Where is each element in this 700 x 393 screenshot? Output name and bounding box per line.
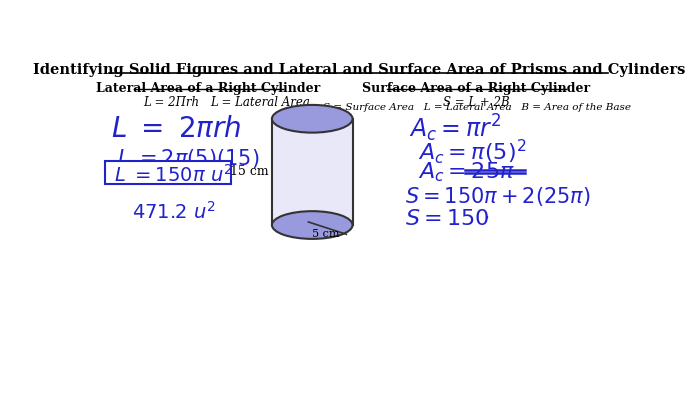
Text: S = L + 2B: S = L + 2B — [443, 95, 510, 109]
Polygon shape — [272, 119, 353, 225]
Text: 5 cm: 5 cm — [312, 229, 340, 239]
Text: Surface Area of a Right Cylinder: Surface Area of a Right Cylinder — [363, 82, 591, 95]
Text: $\it{L}$ $= 150\pi\ u^2$: $\it{L}$ $= 150\pi\ u^2$ — [114, 164, 232, 186]
Ellipse shape — [272, 211, 353, 239]
Text: $S = 150$: $S = 150$ — [405, 209, 490, 229]
Text: L = Lateral Area: L = Lateral Area — [210, 95, 310, 109]
Text: $\it{L}$ $=$ $2\pi rh$: $\it{L}$ $=$ $2\pi rh$ — [111, 115, 241, 143]
Text: $\it{L}$ $= 2\pi(5)(15)$: $\it{L}$ $= 2\pi(5)(15)$ — [117, 147, 259, 170]
Text: S = Surface Area   L = Lateral Area   B = Area of the Base: S = Surface Area L = Lateral Area B = Ar… — [323, 103, 631, 112]
Text: $A_c = \pi(5)^2$: $A_c = \pi(5)^2$ — [419, 137, 526, 166]
Ellipse shape — [272, 105, 353, 132]
Text: $S = 150\pi + 2(25\pi)$: $S = 150\pi + 2(25\pi)$ — [405, 185, 591, 208]
Text: Identifying Solid Figures and Lateral and Surface Area of Prisms and Cylinders: Identifying Solid Figures and Lateral an… — [33, 63, 685, 77]
Text: $471.2\ u^2$: $471.2\ u^2$ — [132, 201, 216, 223]
Text: $A_c = 25\pi$: $A_c = 25\pi$ — [419, 160, 515, 184]
Text: Lateral Area of a Right Cylinder: Lateral Area of a Right Cylinder — [95, 82, 320, 95]
Text: 15 cm: 15 cm — [230, 165, 269, 178]
FancyBboxPatch shape — [105, 161, 231, 184]
Text: $\cdot$: $\cdot$ — [483, 208, 489, 226]
Text: $A_c = \pi r^2$: $A_c = \pi r^2$ — [409, 113, 501, 144]
Text: L = 2Πrh: L = 2Πrh — [144, 95, 200, 109]
